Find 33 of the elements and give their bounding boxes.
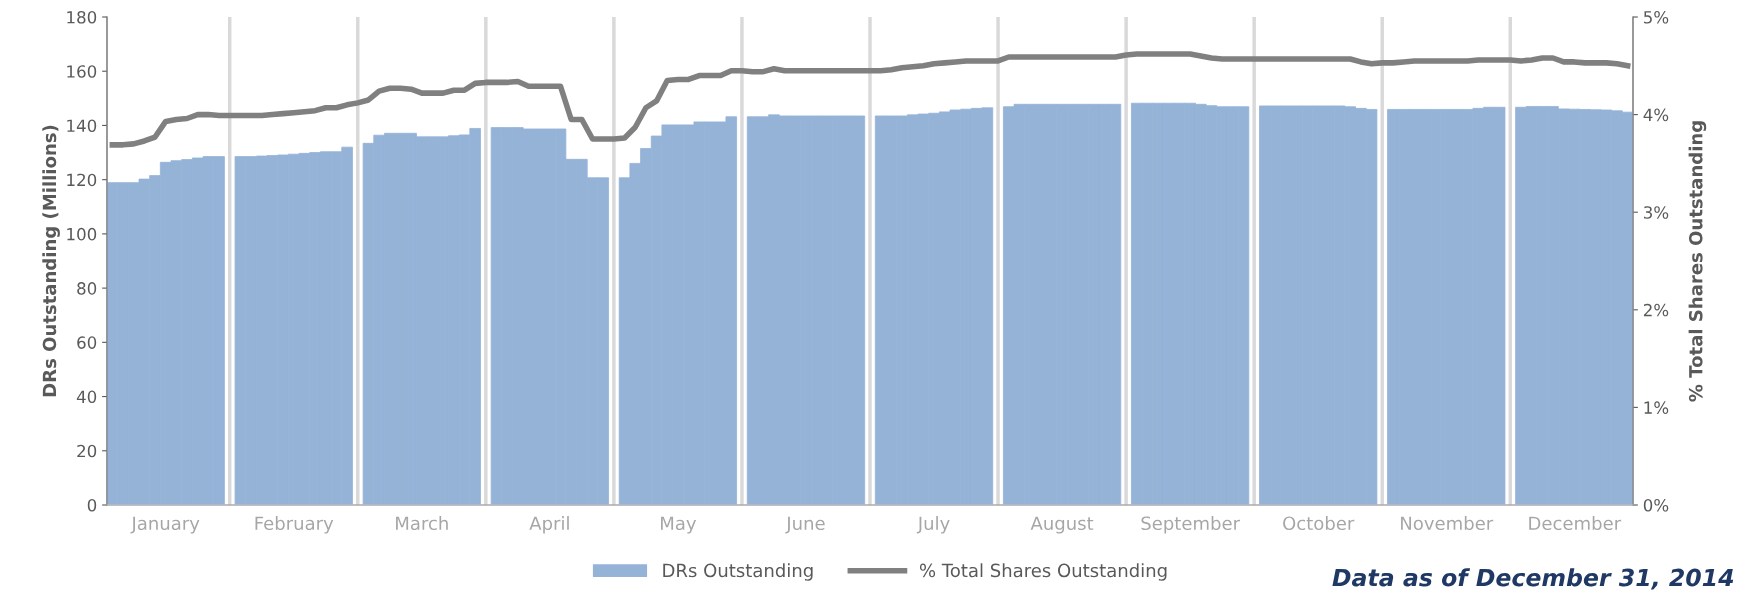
- y-tick-label: 140: [67, 119, 97, 133]
- y-tick-label: 60: [77, 336, 97, 349]
- x-tick-label: August: [1030, 516, 1094, 534]
- y-tick-label: 40: [76, 390, 97, 404]
- legend-label: % Total Shares Outstanding: [919, 563, 1167, 581]
- y2-tick-label: 2%: [1643, 303, 1669, 317]
- x-tick-label: March: [396, 516, 448, 531]
- x-tick-label: July: [916, 516, 950, 534]
- x-tick-label: December: [1529, 516, 1622, 531]
- y2-tick-label: 5%: [1644, 10, 1669, 24]
- y-tick-label: 180: [67, 10, 97, 24]
- y-tick-label: 120: [67, 173, 97, 187]
- x-tick-label: October: [1283, 516, 1355, 531]
- legend-label: DRs Outstanding: [663, 563, 813, 581]
- x-tick-label: September: [1141, 516, 1241, 534]
- y-axis-title: DRs Outstanding (Millions): [42, 125, 60, 397]
- y2-tick-label: 1%: [1644, 401, 1669, 414]
- x-tick-label: November: [1401, 516, 1494, 531]
- x-tick-label: January: [130, 516, 200, 534]
- x-tick-label: February: [255, 516, 334, 534]
- y2-tick-label: 0%: [1643, 498, 1669, 512]
- y-tick-label: 20: [77, 444, 97, 458]
- x-tick-label: April: [529, 516, 569, 534]
- y2-tick-label: 4%: [1643, 108, 1669, 122]
- text: Data as of December 31, 2014: [1332, 568, 1734, 590]
- y-tick-label: 0: [87, 498, 97, 512]
- y-tick-label: 80: [77, 282, 97, 295]
- x-tick-label: May: [661, 516, 697, 534]
- y2-tick-label: 3%: [1643, 206, 1669, 219]
- y-tick-label: 100: [67, 227, 97, 241]
- y-tick-label: 160: [67, 65, 97, 78]
- x-tick-label: June: [785, 516, 825, 534]
- y2-axis-title: % Total Shares Outstanding: [1688, 121, 1707, 402]
